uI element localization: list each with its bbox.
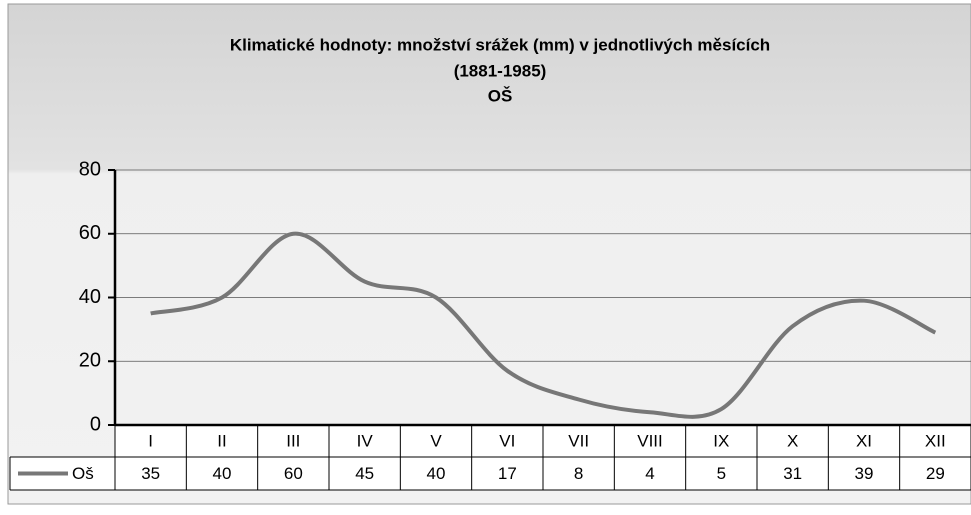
chart-area [7, 3, 971, 505]
x-tick-label: VII [568, 431, 589, 450]
y-tick-label: 60 [79, 222, 101, 244]
data-table-value: 31 [783, 464, 802, 483]
x-tick-label: V [430, 431, 442, 450]
data-table-value: 29 [926, 464, 945, 483]
x-tick-label: X [787, 431, 798, 450]
chart-title: Klimatické hodnoty: množství srážek (mm)… [230, 35, 770, 54]
data-table-value: 39 [855, 464, 874, 483]
data-table-value: 40 [427, 464, 446, 483]
x-tick-label: II [217, 431, 226, 450]
chart-subtitle: OŠ [488, 86, 513, 105]
y-tick-label: 40 [79, 286, 101, 308]
data-table-value: 45 [355, 464, 374, 483]
legend-label: Oš [72, 464, 94, 483]
data-line [150, 231, 937, 419]
data-table-value: 5 [717, 464, 726, 483]
data-table-value: 8 [574, 464, 583, 483]
data-table-value: 17 [498, 464, 517, 483]
x-tick-label: I [148, 431, 153, 450]
x-tick-label: VI [499, 431, 515, 450]
data-table-value: 35 [141, 464, 160, 483]
data-table-value: 60 [284, 464, 303, 483]
x-tick-label: VIII [637, 431, 663, 450]
x-tick-label: IX [713, 431, 729, 450]
x-tick-label: XII [925, 431, 946, 450]
data-table-value: 4 [645, 464, 654, 483]
data-table-value: 40 [213, 464, 232, 483]
x-tick-label: IV [357, 431, 374, 450]
chart-title: (1881-1985) [454, 61, 547, 80]
data-table-bg [10, 457, 971, 490]
x-tick-label: III [286, 431, 300, 450]
y-tick-label: 0 [90, 413, 101, 435]
y-tick-label: 20 [79, 350, 101, 372]
y-tick-label: 80 [79, 158, 101, 180]
x-tick-label: XI [856, 431, 872, 450]
